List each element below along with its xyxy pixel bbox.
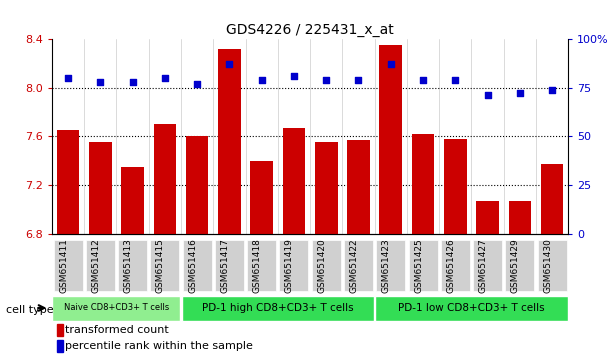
FancyBboxPatch shape: [54, 240, 82, 291]
Text: GSM651430: GSM651430: [543, 238, 552, 293]
Point: [515, 91, 525, 96]
Bar: [89, 142, 112, 234]
Bar: [508, 201, 531, 234]
Text: GSM651427: GSM651427: [478, 238, 488, 293]
Bar: [476, 201, 499, 234]
FancyBboxPatch shape: [441, 240, 470, 291]
FancyBboxPatch shape: [183, 240, 211, 291]
Bar: [57, 340, 63, 353]
FancyBboxPatch shape: [86, 240, 115, 291]
FancyBboxPatch shape: [505, 240, 535, 291]
Text: GSM651416: GSM651416: [188, 238, 197, 293]
Text: GSM651422: GSM651422: [349, 238, 359, 293]
FancyBboxPatch shape: [312, 240, 341, 291]
FancyBboxPatch shape: [53, 296, 180, 321]
Bar: [379, 45, 402, 234]
Text: transformed count: transformed count: [65, 325, 169, 336]
Bar: [57, 130, 79, 234]
FancyBboxPatch shape: [150, 240, 180, 291]
Point: [547, 87, 557, 92]
Bar: [315, 142, 337, 234]
Point: [354, 77, 364, 82]
Point: [224, 61, 234, 67]
FancyBboxPatch shape: [473, 240, 502, 291]
Point: [289, 73, 299, 79]
Bar: [186, 136, 208, 234]
FancyBboxPatch shape: [181, 296, 374, 321]
Point: [418, 77, 428, 82]
Bar: [412, 134, 434, 234]
Point: [450, 77, 460, 82]
Text: GSM651418: GSM651418: [253, 238, 262, 293]
Text: GSM651412: GSM651412: [91, 238, 100, 293]
FancyBboxPatch shape: [118, 240, 147, 291]
FancyBboxPatch shape: [409, 240, 437, 291]
Text: GSM651419: GSM651419: [285, 238, 294, 293]
Bar: [57, 324, 63, 336]
Text: GSM651411: GSM651411: [59, 238, 68, 293]
Point: [128, 79, 137, 85]
FancyBboxPatch shape: [375, 296, 568, 321]
Text: GSM651420: GSM651420: [317, 238, 326, 293]
Point: [95, 79, 105, 85]
FancyBboxPatch shape: [247, 240, 276, 291]
Text: Naive CD8+CD3+ T cells: Naive CD8+CD3+ T cells: [64, 303, 169, 313]
Bar: [218, 48, 241, 234]
Text: GSM651429: GSM651429: [511, 238, 520, 293]
Point: [257, 77, 266, 82]
Text: percentile rank within the sample: percentile rank within the sample: [65, 341, 253, 352]
Text: PD-1 high CD8+CD3+ T cells: PD-1 high CD8+CD3+ T cells: [202, 303, 354, 313]
Bar: [283, 128, 306, 234]
Point: [321, 77, 331, 82]
Text: GSM651423: GSM651423: [382, 238, 391, 293]
Text: PD-1 low CD8+CD3+ T cells: PD-1 low CD8+CD3+ T cells: [398, 303, 545, 313]
Title: GDS4226 / 225431_x_at: GDS4226 / 225431_x_at: [226, 23, 394, 36]
Text: cell type: cell type: [6, 305, 54, 315]
FancyBboxPatch shape: [344, 240, 373, 291]
Point: [483, 92, 492, 98]
Point: [63, 75, 73, 81]
Point: [160, 75, 170, 81]
Point: [386, 61, 396, 67]
FancyBboxPatch shape: [376, 240, 405, 291]
Bar: [541, 164, 563, 234]
Bar: [251, 161, 273, 234]
Point: [192, 81, 202, 86]
Text: GSM651425: GSM651425: [414, 238, 423, 293]
FancyBboxPatch shape: [538, 240, 566, 291]
Text: GSM651417: GSM651417: [221, 238, 229, 293]
Bar: [444, 139, 467, 234]
Text: GSM651413: GSM651413: [123, 238, 133, 293]
Text: GSM651426: GSM651426: [446, 238, 455, 293]
Bar: [153, 124, 176, 234]
FancyBboxPatch shape: [279, 240, 309, 291]
Bar: [122, 167, 144, 234]
FancyBboxPatch shape: [215, 240, 244, 291]
Bar: [347, 140, 370, 234]
Text: GSM651415: GSM651415: [156, 238, 165, 293]
